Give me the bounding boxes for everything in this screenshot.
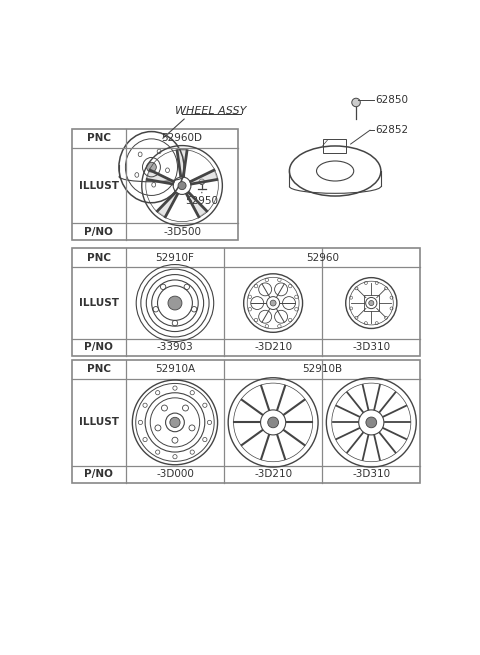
Circle shape [146,162,156,172]
Circle shape [369,301,374,306]
Text: PNC: PNC [87,253,111,263]
Text: -3D000: -3D000 [156,470,194,479]
Text: -3D500: -3D500 [163,227,201,237]
Text: P/NO: P/NO [84,343,113,352]
Text: 52910B: 52910B [302,364,342,374]
Circle shape [270,300,276,306]
Polygon shape [187,193,207,217]
Text: 52950: 52950 [185,196,218,206]
Bar [72,248,420,356]
Text: ILLUST: ILLUST [79,417,119,428]
Text: -3D210: -3D210 [254,343,292,352]
Circle shape [268,417,278,428]
Text: 62850: 62850 [375,95,408,105]
Circle shape [170,417,180,428]
Text: -3D310: -3D310 [352,470,390,479]
Circle shape [168,296,182,310]
Text: 52960D: 52960D [162,133,203,143]
Text: P/NO: P/NO [84,470,113,479]
Polygon shape [177,151,187,176]
Text: ILLUST: ILLUST [79,298,119,308]
Text: 52910A: 52910A [155,364,195,374]
Polygon shape [157,193,178,217]
Bar [72,360,420,483]
Polygon shape [147,170,173,184]
Circle shape [352,98,360,107]
Polygon shape [191,170,217,184]
Circle shape [178,181,186,190]
Text: WHEEL ASSY: WHEEL ASSY [175,106,247,116]
Text: 52960: 52960 [306,253,339,263]
Text: PNC: PNC [87,133,111,143]
Text: -3D210: -3D210 [254,470,292,479]
Text: -33903: -33903 [156,343,193,352]
Bar [364,295,379,310]
Text: 52910F: 52910F [156,253,194,263]
Circle shape [366,417,377,428]
Bar [72,128,238,240]
Text: PNC: PNC [87,364,111,374]
Text: ILLUST: ILLUST [79,181,119,191]
Text: -3D310: -3D310 [352,343,390,352]
Text: P/NO: P/NO [84,227,113,237]
Text: 62852: 62852 [375,125,408,135]
